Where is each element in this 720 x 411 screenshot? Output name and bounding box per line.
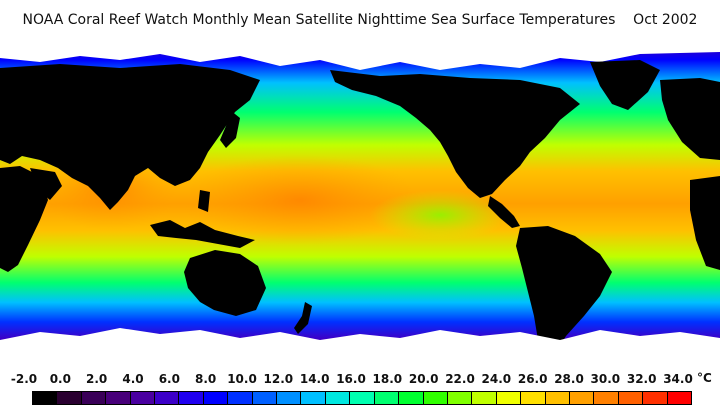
colorbar-swatch xyxy=(618,392,644,404)
colorbar-swatch xyxy=(325,392,351,404)
landmass-south-america xyxy=(516,226,612,362)
landmass-africa-west xyxy=(0,166,48,272)
colorbar-swatch xyxy=(545,392,570,404)
colorbar-tick-label: 8.0 xyxy=(195,372,217,386)
landmass-asia xyxy=(0,64,260,210)
colorbar-swatch xyxy=(594,392,619,404)
landmass-europe xyxy=(660,78,720,160)
landmass-philippines xyxy=(198,190,210,212)
landmass-indonesia xyxy=(150,220,255,248)
colorbar-swatch xyxy=(399,392,424,404)
colorbar-swatch xyxy=(252,392,278,404)
colorbar-swatch xyxy=(130,392,156,404)
arctic-ice xyxy=(0,40,720,70)
landmass-new-zealand xyxy=(294,302,312,334)
colorbar-swatch xyxy=(374,392,400,404)
sea-surface-temperature-map xyxy=(0,40,720,368)
colorbar-tick-label: 20.0 xyxy=(408,372,439,386)
western-pacific-warm-pool xyxy=(180,155,420,245)
colorbar-unit-label: °C xyxy=(697,371,712,385)
colorbar-swatch xyxy=(521,392,546,404)
landmass-central-america xyxy=(488,196,520,228)
colorbar-tick-label: 10.0 xyxy=(227,372,257,386)
colorbar-swatch xyxy=(667,392,691,404)
colorbar-swatch xyxy=(179,392,204,404)
colorbar-tick-label: 26.0 xyxy=(517,372,548,386)
colorbar-tick-label: -2.0 xyxy=(10,372,38,386)
colorbar-tick-label: 24.0 xyxy=(481,372,512,386)
colorbar-tick-label: 0.0 xyxy=(49,372,71,386)
colorbar-swatch xyxy=(447,392,473,404)
colorbar-swatch xyxy=(643,392,668,404)
colorbar-tick-label: 28.0 xyxy=(554,372,584,386)
colorbar-tick-label: 16.0 xyxy=(336,372,366,386)
colorbar-tick-label: 22.0 xyxy=(445,372,475,386)
colorbar-swatch xyxy=(228,392,253,404)
colorbar-tick-label: 6.0 xyxy=(158,372,180,386)
antarctic-ice xyxy=(0,328,720,368)
colorbar-swatch xyxy=(81,392,107,404)
colorbar-tick-label: 32.0 xyxy=(626,372,657,386)
eastern-pacific-cool-tongue xyxy=(370,190,510,240)
colorbar-tick-label: 18.0 xyxy=(372,372,403,386)
colorbar-swatch xyxy=(301,392,326,404)
colorbar-tick-label: 4.0 xyxy=(122,372,144,386)
landmass-australia xyxy=(184,250,266,316)
colorbar-tick-labels: -2.0 0.0 2.0 4.0 6.0 8.0 10.0 12.0 14.0 16.0 18.0 2… xyxy=(0,372,720,388)
landmass-north-america xyxy=(330,70,580,198)
colorbar-swatch xyxy=(203,392,229,404)
colorbar-tick-label: 14.0 xyxy=(299,372,330,386)
map-title: NOAA Coral Reef Watch Monthly Mean Satel… xyxy=(22,12,698,28)
colorbar-swatch xyxy=(569,392,595,404)
colorbar-swatch xyxy=(57,392,82,404)
colorbar-swatch xyxy=(33,392,58,404)
colorbar-swatch xyxy=(350,392,375,404)
colorbar-tick-label: 12.0 xyxy=(263,372,294,386)
colorbar-swatch xyxy=(155,392,180,404)
colorbar-tick-label: 2.0 xyxy=(86,372,108,386)
landmass-africa-east xyxy=(690,176,720,270)
colorbar-swatch xyxy=(472,392,497,404)
landmass-japan xyxy=(220,110,240,148)
landmass-greenland xyxy=(590,60,660,110)
colorbar-swatch xyxy=(496,392,522,404)
temperature-colorbar xyxy=(32,391,692,405)
colorbar-tick-label: 30.0 xyxy=(590,372,621,386)
colorbar-tick-label: 34.0 xyxy=(663,372,693,386)
colorbar-swatch xyxy=(277,392,302,404)
colorbar-swatch xyxy=(423,392,448,404)
colorbar-swatch xyxy=(106,392,131,404)
landmass-arabia xyxy=(30,168,62,200)
